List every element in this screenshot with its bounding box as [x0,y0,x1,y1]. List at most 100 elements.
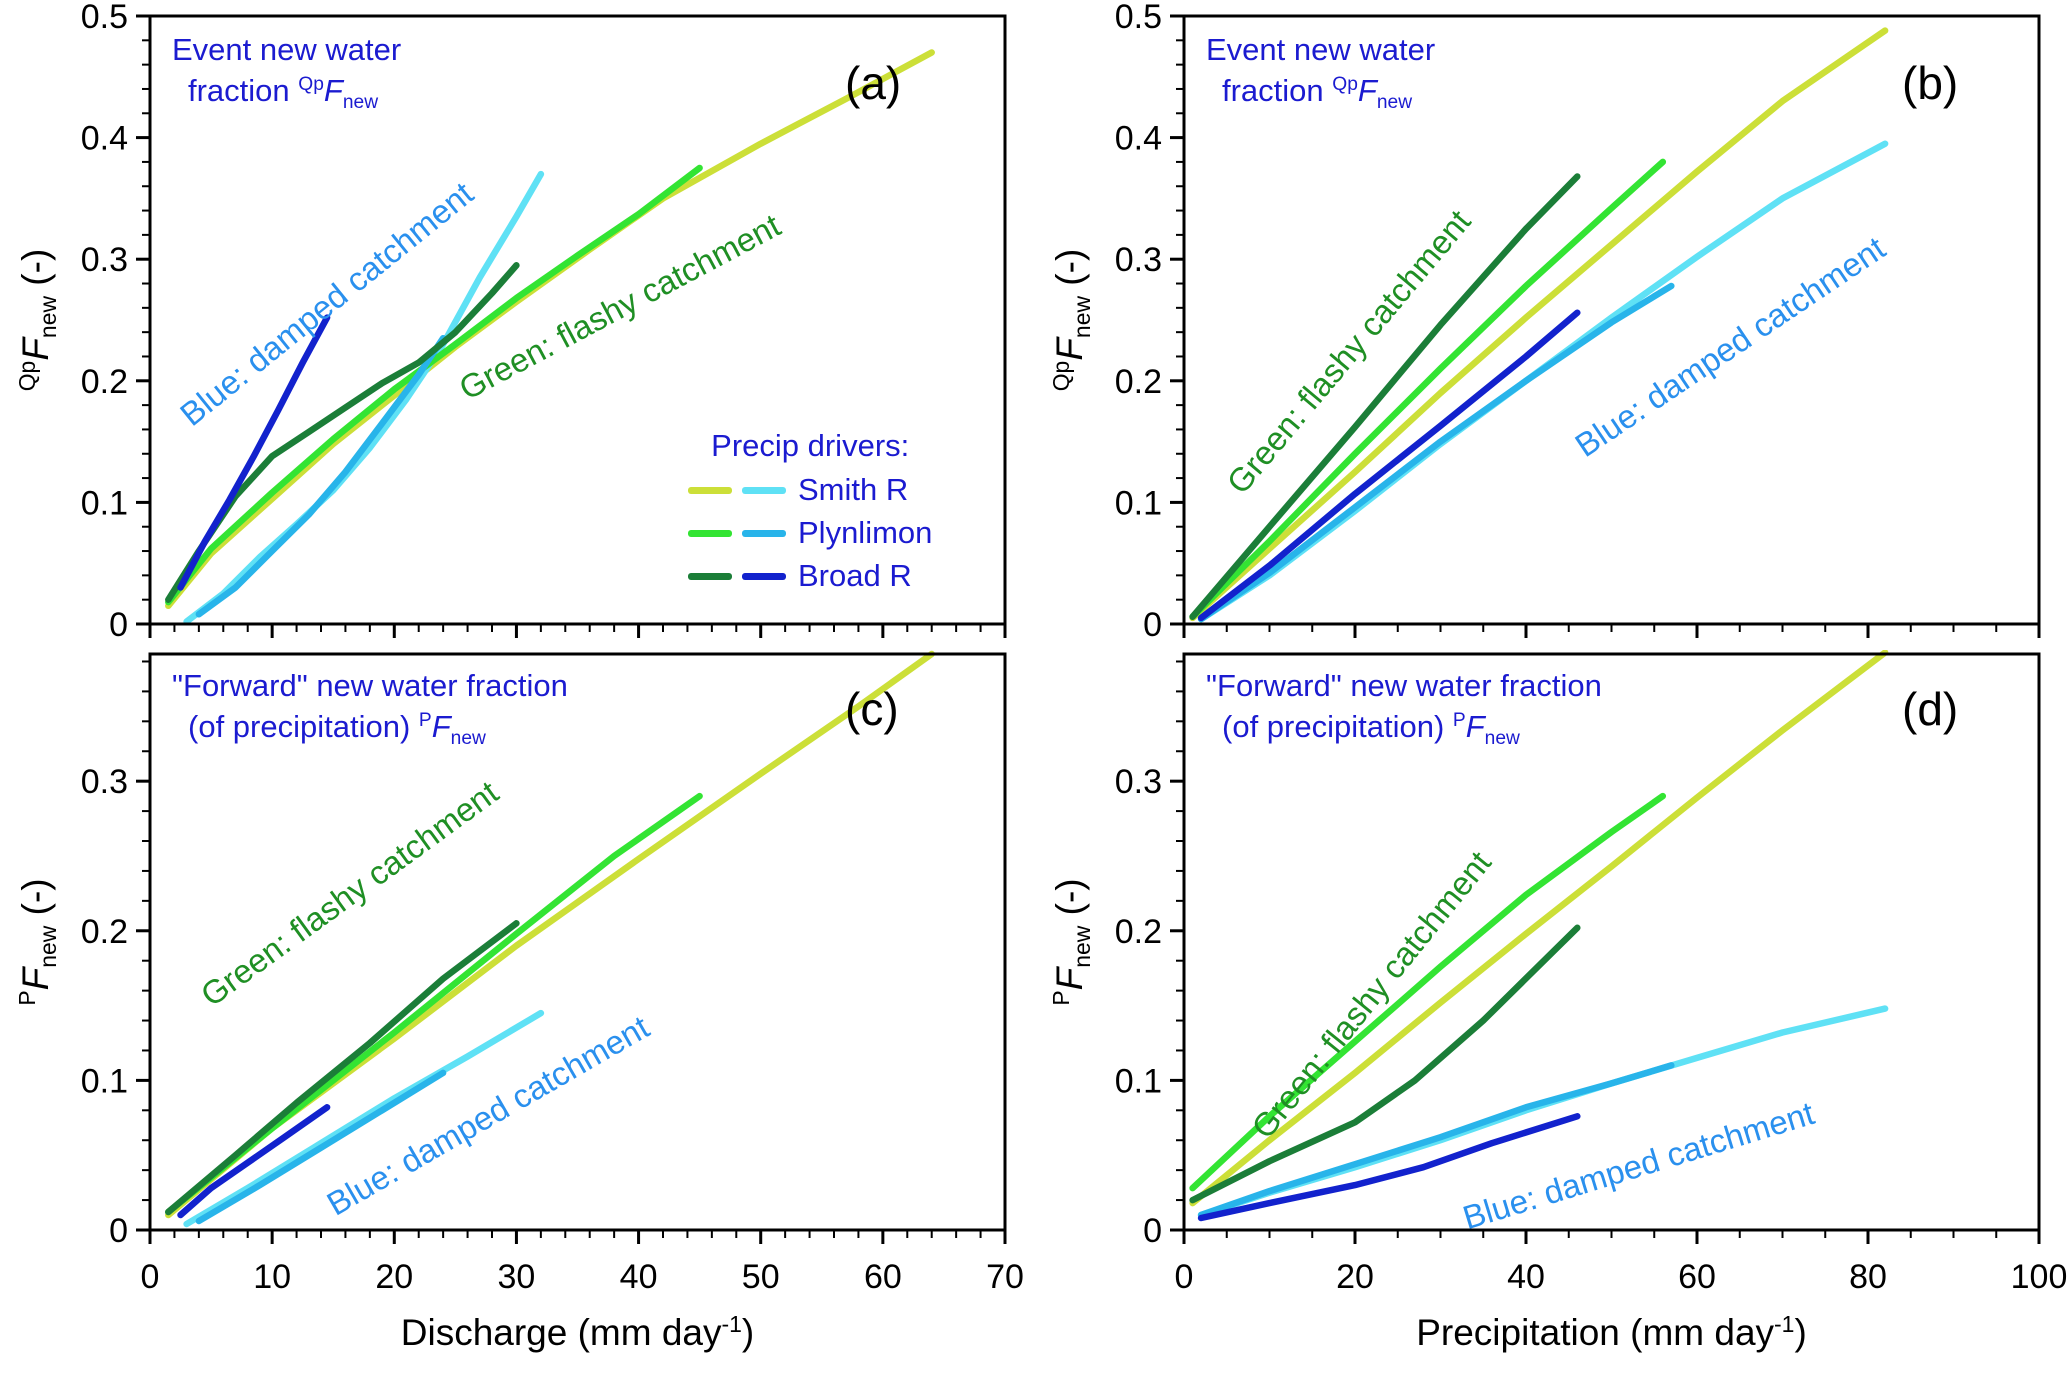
svg-text:0: 0 [141,1258,160,1296]
svg-text:0.2: 0.2 [81,363,128,401]
svg-text:0.3: 0.3 [1115,763,1162,801]
svg-text:0: 0 [109,1212,128,1250]
ylabel-sub: new [35,925,62,968]
panel-a: 0 0.1 0.2 0.3 0.4 0.5 Event new water fractio… [0,0,1033,640]
xlabel-text: Discharge (mm day [400,1312,722,1353]
broad-flashy-swatch [688,572,732,580]
panel-b-letter: (b) [1902,57,1959,109]
title-sup: P [1452,710,1466,732]
ylabel-units: (-) [15,248,56,296]
panel-d-letter: (d) [1902,683,1959,735]
svg-text:0.2: 0.2 [1115,913,1162,951]
panel-d: 0 20 40 60 80 100 0 0.1 0.2 0.3 "Forward" new wat… [1034,640,2067,1390]
svg-text:0.5: 0.5 [81,0,128,36]
svg-text:50: 50 [742,1258,780,1296]
svg-text:40: 40 [620,1258,658,1296]
plot-svg-a: 0 0.1 0.2 0.3 0.4 0.5 [81,0,1007,640]
panel-b: 0 0.1 0.2 0.3 0.4 0.5 Event new water fractio… [1034,0,2067,640]
plynlimon-flashy-swatch [688,529,732,537]
svg-text:40: 40 [1507,1258,1545,1296]
title-line2: (of precipitation) [188,708,419,744]
title-line2: (of precipitation) [1222,708,1453,744]
title-symbol: F [323,72,343,108]
panel-c-title: "Forward" new water fraction (of precipi… [172,666,568,749]
title-sup: Qp [298,74,324,96]
title-line1: Event new water [1206,32,1436,67]
title-sub: new [450,727,486,749]
title-line1: "Forward" new water fraction [1206,668,1602,703]
panel-a-letter: (a) [845,57,902,109]
title-line2: fraction [188,72,299,108]
title-symbol: F [431,708,451,744]
svg-text:60: 60 [864,1258,902,1296]
svg-text:0.2: 0.2 [1115,363,1162,401]
plot-svg-d: 0 20 40 60 80 100 0 0.1 0.2 0.3 [1115,650,2067,1296]
ylabel-sup: Qp [14,360,41,392]
panel-b-title: Event new water fraction QpFnew [1206,30,1436,113]
title-sup: P [418,710,432,732]
svg-text:0.2: 0.2 [81,913,128,951]
title-sub: new [1376,91,1413,113]
xlabel-close: ) [741,1312,755,1353]
panel-c-ylabel: PFnew (-) [14,878,61,1006]
svg-text:30: 30 [498,1258,536,1296]
svg-text:20: 20 [1336,1258,1374,1296]
svg-text:80: 80 [1849,1258,1887,1296]
smith-damped-swatch [742,486,786,494]
panel-c-xlabel: Discharge (mm day-1) [150,1311,1005,1354]
title-symbol: F [1465,708,1485,744]
legend-label-plynlimon: Plynlimon [798,515,933,550]
title-sup: Qp [1332,74,1358,96]
svg-text:20: 20 [375,1258,413,1296]
xlabel-sup: -1 [721,1311,742,1338]
ylabel-sup: P [1048,990,1075,1006]
legend-row-broad: Broad R [688,558,932,594]
svg-text:60: 60 [1678,1258,1716,1296]
legend-label-broad: Broad R [798,558,912,593]
svg-text:10: 10 [253,1258,291,1296]
svg-text:0.1: 0.1 [1115,484,1162,522]
panel-c-letter: (c) [845,683,899,735]
panel-d-title: "Forward" new water fraction (of precipi… [1206,666,1602,749]
panel-c: 0 10 20 30 40 50 60 70 0 0.1 0.2 0.3 "Forward" new … [0,640,1033,1390]
title-line2: fraction [1222,72,1333,108]
ylabel-symbol: F [15,967,56,991]
svg-text:0: 0 [1143,606,1162,640]
svg-text:0: 0 [1175,1258,1194,1296]
panel-d-xlabel: Precipitation (mm day-1) [1184,1311,2039,1354]
ylabel-sup: P [14,990,41,1006]
panel-a-title: Event new water fraction QpFnew [172,30,402,113]
svg-text:0.3: 0.3 [81,241,128,279]
plot-svg-b: 0 0.1 0.2 0.3 0.4 0.5 [1115,0,2041,640]
title-line1: Event new water [172,32,402,67]
panel-b-ylabel: QpFnew (-) [1048,248,1095,392]
smith-flashy-swatch [688,486,732,494]
svg-text:100: 100 [2011,1258,2067,1296]
svg-text:0.1: 0.1 [81,1062,128,1100]
ylabel-sub: new [1069,295,1096,339]
xlabel-sup: -1 [1774,1311,1795,1338]
svg-text:0.1: 0.1 [1115,1062,1162,1100]
title-line1: "Forward" new water fraction [172,668,568,703]
legend-label-smith: Smith R [798,472,909,507]
ylabel-units: (-) [15,878,56,926]
legend-title: Precip drivers: [711,428,910,463]
ylabel-sup: Qp [1048,360,1075,392]
plot-svg-c: 0 10 20 30 40 50 60 70 0 0.1 0.2 0.3 [81,650,1024,1296]
panel-d-ylabel: PFnew (-) [1048,878,1095,1006]
ylabel-symbol: F [1049,338,1090,361]
legend: Precip drivers: Smith R Plynlimon Broad … [688,428,932,601]
ylabel-symbol: F [15,338,56,361]
xlabel-close: ) [1794,1312,1807,1353]
title-sub: new [1484,727,1520,749]
legend-row-smith: Smith R [688,472,932,508]
svg-text:70: 70 [986,1258,1024,1296]
svg-text:0.5: 0.5 [1115,0,1162,36]
legend-row-plynlimon: Plynlimon [688,515,932,551]
plynlimon-damped-swatch [742,529,786,537]
svg-text:0.4: 0.4 [81,120,128,158]
svg-text:0.1: 0.1 [81,484,128,522]
ylabel-units: (-) [1049,248,1090,296]
xlabel-text: Precipitation (mm day [1416,1312,1775,1353]
